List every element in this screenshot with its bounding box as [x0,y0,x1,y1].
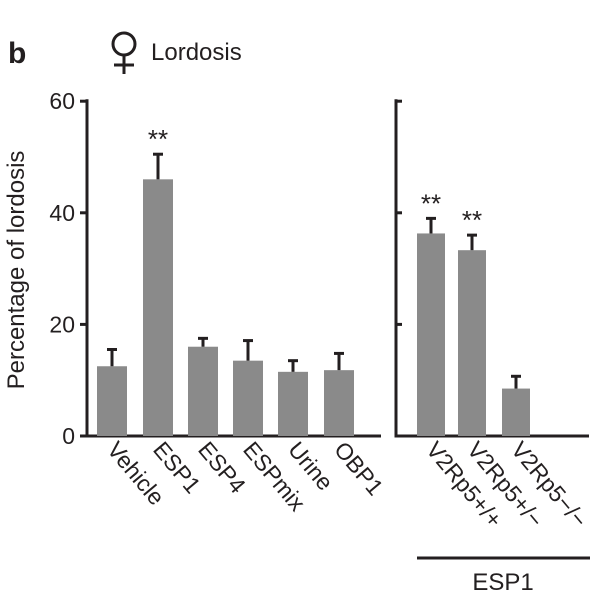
y-tick-label: 40 [49,200,75,226]
esp1-group-annotation: ESP1 [417,556,590,596]
y-tick-label: 0 [62,423,75,449]
x-tick-label: OBP1 [329,437,388,501]
bar [97,366,127,436]
y-axis-label: Percentage of lordosis [3,151,30,390]
significance-marker: ** [421,188,441,218]
panel-title: Lordosis [151,39,242,66]
bar [278,371,308,436]
y-tick-label: 20 [49,311,75,337]
right-chart: **V2Rp5+/+**V2Rp5+/−V2Rp5−/− [394,99,593,533]
bar [417,233,445,436]
significance-marker: ** [148,124,168,154]
esp1-group-label: ESP1 [472,569,533,596]
bar [188,346,218,436]
x-tick-label: ESP4 [193,437,251,499]
bar [233,360,263,436]
bar [458,250,486,436]
bar [143,179,173,436]
y-tick-label: 60 [49,88,75,114]
significance-marker: ** [462,205,482,235]
panel-label: b [8,37,26,70]
female-symbol-icon [111,31,137,74]
bar [502,388,530,436]
bar [324,370,354,436]
